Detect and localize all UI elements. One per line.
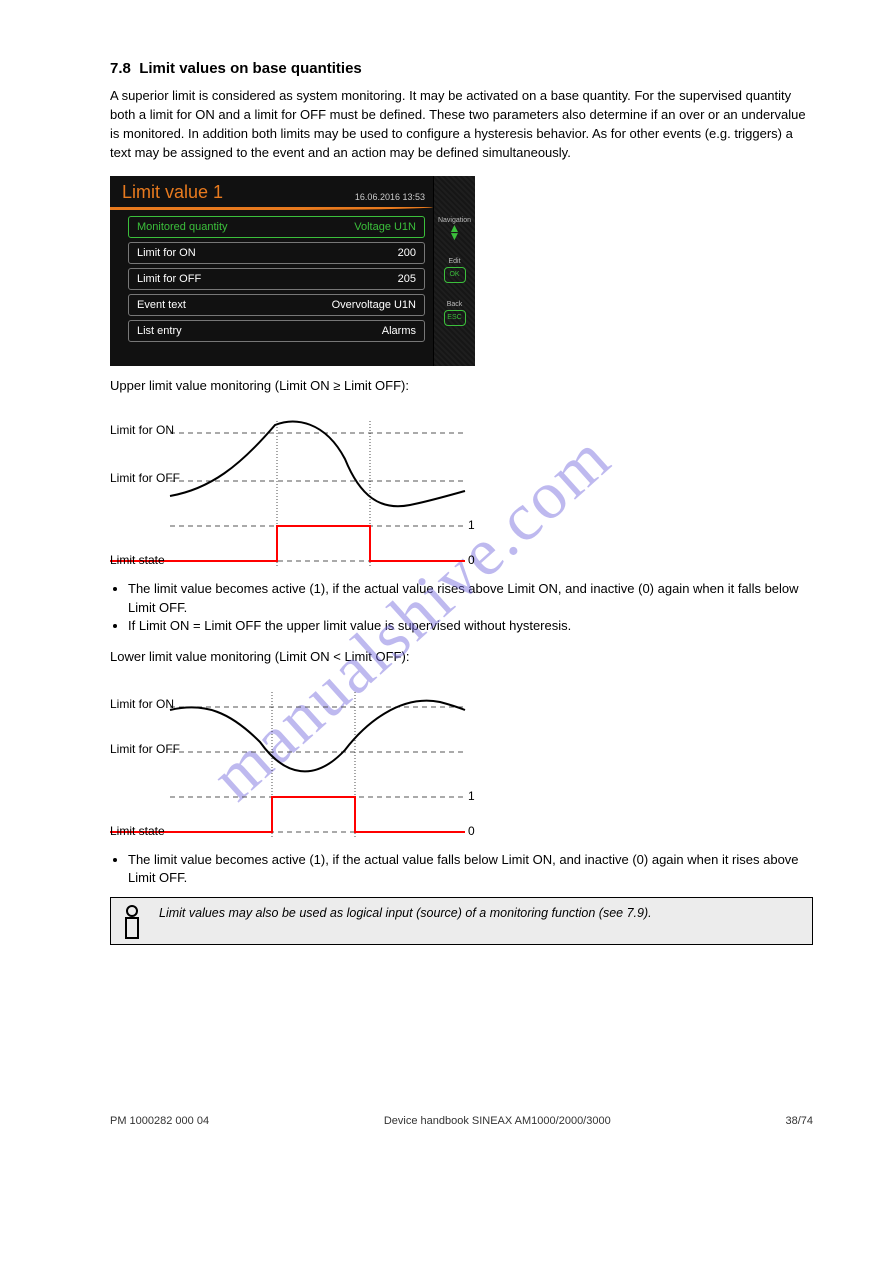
lower-on-label: Limit for ON <box>110 697 174 711</box>
esc-key: ESC <box>444 310 466 326</box>
intro-paragraph: A superior limit is considered as system… <box>110 87 813 162</box>
device-row-label: List entry <box>137 325 182 337</box>
section-num: 7.8 <box>110 60 131 77</box>
device-row-4[interactable]: List entry Alarms <box>128 320 425 342</box>
upper-off-label: Limit for OFF <box>110 471 180 485</box>
lower-state-label: Limit state <box>110 824 165 838</box>
footer-right: 38/74 <box>785 1115 813 1127</box>
nav-arrows-icon: ▲▼ <box>438 224 471 240</box>
ok-key: OK <box>444 267 466 283</box>
device-rows: Monitored quantity Voltage U1N Limit for O… <box>110 210 433 366</box>
device-row-value: Alarms <box>382 325 416 337</box>
section-title: Limit values on base quantities <box>139 60 362 77</box>
info-icon <box>119 904 145 942</box>
device-row-value: Overvoltage U1N <box>332 299 416 311</box>
lower-state-1: 1 <box>468 789 475 803</box>
upper-diagram-heading: Upper limit value monitoring (Limit ON ≥… <box>110 378 813 393</box>
upper-diagram: Limit for ON Limit for OFF Limit state 1… <box>110 411 470 574</box>
device-row-label: Limit for OFF <box>137 273 201 285</box>
device-row-3[interactable]: Event text Overvoltage U1N <box>128 294 425 316</box>
lower-off-label: Limit for OFF <box>110 742 180 756</box>
device-row-label: Monitored quantity <box>137 221 228 233</box>
bullet-item: If Limit ON = Limit OFF the upper limit … <box>128 617 813 635</box>
back-button[interactable]: Back ESC <box>444 301 466 326</box>
upper-on-label: Limit for ON <box>110 423 174 437</box>
upper-state-1: 1 <box>468 518 475 532</box>
edit-button[interactable]: Edit OK <box>444 258 466 283</box>
device-row-value: 205 <box>398 273 416 285</box>
nav-button[interactable]: Navigation ▲▼ <box>438 217 471 240</box>
device-timestamp: 16.06.2016 13:53 <box>355 192 425 202</box>
device-row-label: Limit for ON <box>137 247 196 259</box>
device-row-value: 200 <box>398 247 416 259</box>
device-row-value: Voltage U1N <box>354 221 416 233</box>
device-row-0[interactable]: Monitored quantity Voltage U1N <box>128 216 425 238</box>
lower-state-0: 0 <box>468 824 475 838</box>
info-note: Limit values may also be used as logical… <box>110 897 813 945</box>
device-row-label: Event text <box>137 299 186 311</box>
lower-diagram-heading: Lower limit value monitoring (Limit ON <… <box>110 649 813 664</box>
section-heading: 7.8 Limit values on base quantities <box>110 60 813 77</box>
device-screenshot: Limit value 1 16.06.2016 13:53 Monitored… <box>110 176 475 366</box>
device-row-2[interactable]: Limit for OFF 205 <box>128 268 425 290</box>
bullet-item: The limit value becomes active (1), if t… <box>128 580 813 616</box>
edit-label: Edit <box>444 258 466 265</box>
upper-bullets: The limit value becomes active (1), if t… <box>128 580 813 635</box>
lower-bullets: The limit value becomes active (1), if t… <box>128 851 813 887</box>
back-label: Back <box>444 301 466 308</box>
footer-left: PM 1000282 000 04 <box>110 1115 209 1127</box>
page-footer: PM 1000282 000 04 Device handbook SINEAX… <box>110 1115 813 1127</box>
bullet-item: The limit value becomes active (1), if t… <box>128 851 813 887</box>
upper-state-0: 0 <box>468 553 475 567</box>
footer-center: Device handbook SINEAX AM1000/2000/3000 <box>384 1115 611 1127</box>
lower-diagram: Limit for ON Limit for OFF Limit state 1… <box>110 682 470 845</box>
device-sidebar: Navigation ▲▼ Edit OK Back ESC <box>433 176 475 366</box>
note-text: Limit values may also be used as logical… <box>159 906 652 920</box>
upper-state-label: Limit state <box>110 553 165 567</box>
device-row-1[interactable]: Limit for ON 200 <box>128 242 425 264</box>
